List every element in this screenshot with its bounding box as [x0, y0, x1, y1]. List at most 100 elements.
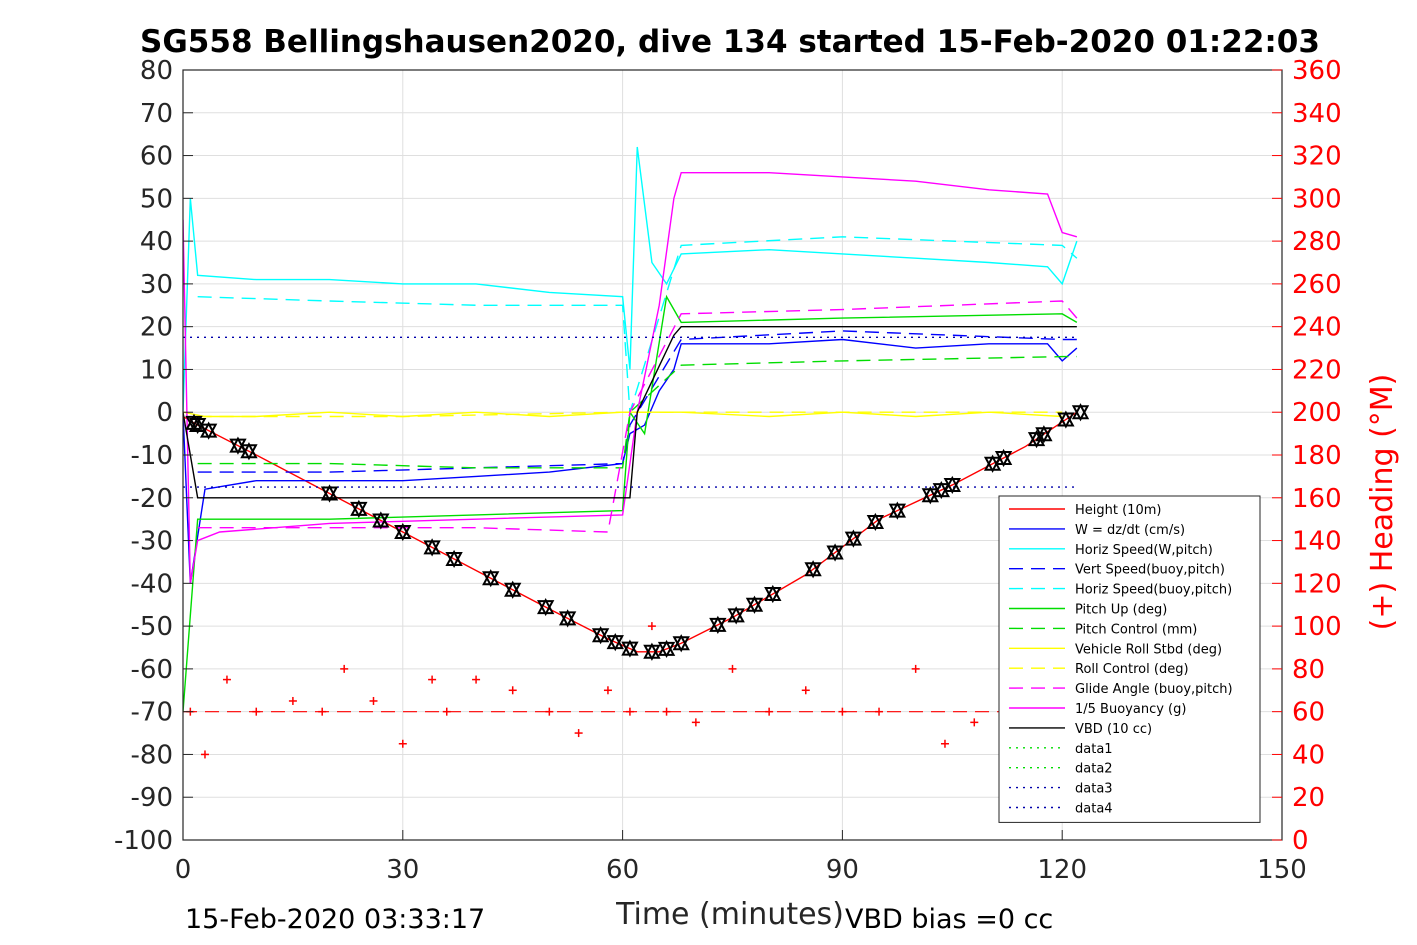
x-tick-label: 120 — [1037, 855, 1087, 885]
left-tick-label: -80 — [131, 740, 173, 770]
heading-point — [691, 718, 700, 727]
left-tick-label: -70 — [131, 698, 173, 728]
right-tick-label: 180 — [1292, 441, 1342, 471]
depth-marker-up — [826, 543, 844, 560]
right-tick-label: 0 — [1292, 826, 1309, 856]
right-tick-label: 20 — [1292, 783, 1325, 813]
right-axis-label: (+) Heading (°M) — [1365, 374, 1400, 631]
depth-marker-up — [643, 642, 661, 659]
depth-marker-up — [558, 609, 577, 626]
right-tick-label: 220 — [1292, 355, 1342, 385]
right-tick-label: 320 — [1292, 142, 1342, 172]
depth-marker-up — [372, 511, 390, 528]
depth-marker-up — [709, 615, 727, 632]
depth-marker-up — [994, 448, 1013, 465]
depth-marker-up — [1027, 430, 1046, 447]
depth-marker-up — [591, 626, 610, 643]
legend-label: Horiz Speed(buoy,pitch) — [1075, 583, 1232, 598]
left-tick-label: 20 — [140, 313, 173, 343]
right-tick-label: 360 — [1292, 56, 1342, 86]
left-tick-label: 50 — [140, 184, 173, 214]
heading-point — [545, 707, 554, 716]
plot-area: 80706050403020100-10-20-30-40-50-60-70-8… — [114, 56, 1342, 885]
heading-point — [911, 664, 920, 673]
depth-marker-up — [1071, 403, 1090, 420]
left-tick-label: -20 — [131, 484, 173, 514]
series-layer — [183, 146, 1090, 759]
left-tick-label: 40 — [140, 227, 173, 257]
depth-marker-up — [445, 549, 463, 566]
left-tick-label: 60 — [140, 142, 173, 172]
depth-marker-up — [185, 413, 203, 430]
legend-label: Vehicle Roll Stbd (deg) — [1075, 642, 1222, 657]
depth-marker-up — [1035, 425, 1053, 442]
series-pitch-control-mm — [197, 355, 1077, 469]
right-tick-label: 260 — [1292, 270, 1342, 300]
depth-marker-up — [621, 639, 639, 656]
depth-marker-up — [888, 501, 907, 518]
chart-title: SG558 Bellingshausen2020, dive 134 start… — [140, 24, 1320, 60]
heading-point — [875, 707, 884, 716]
depth-marker-up — [657, 639, 676, 656]
series-vbd-10-cc — [183, 325, 1077, 499]
left-tick-label: 0 — [156, 398, 173, 428]
right-tick-label: 160 — [1292, 484, 1342, 514]
heading-point — [428, 675, 437, 684]
depth-marker-up — [866, 512, 885, 529]
heading-point — [728, 664, 737, 673]
heading-point — [647, 622, 656, 631]
legend-label: data2 — [1075, 762, 1113, 777]
right-tick-label: 80 — [1292, 655, 1325, 685]
legend-label: Roll Control (deg) — [1075, 662, 1189, 677]
depth-marker-up — [350, 499, 368, 516]
footer-end-time: 15-Feb-2020 03:33:17 — [185, 904, 485, 935]
right-tick-label: 140 — [1292, 527, 1342, 557]
heading-point — [369, 696, 378, 705]
right-tick-label: 120 — [1292, 569, 1342, 599]
depth-marker-up — [764, 584, 782, 602]
right-tick-label: 100 — [1292, 612, 1342, 642]
legend-label: Height (10m) — [1075, 503, 1161, 518]
depth-marker-up — [320, 484, 339, 501]
depth-marker-up — [199, 421, 218, 438]
heading-point — [765, 707, 774, 716]
series-w-dz-dt-cm-s — [183, 338, 1078, 584]
heading-point — [801, 686, 810, 695]
heading-point — [200, 750, 209, 759]
depth-marker-up — [423, 538, 441, 555]
left-tick-label: -100 — [114, 826, 173, 856]
legend: Height (10m) W = dz/dt (cm/s) Horiz Speed(… — [998, 495, 1261, 823]
depth-marker-up — [921, 486, 939, 503]
left-tick-label: -90 — [131, 783, 173, 813]
heading-point — [940, 739, 949, 748]
depth-marker-up — [1057, 410, 1075, 427]
heading-point — [288, 696, 297, 705]
depth-marker-up — [482, 569, 500, 586]
depth-marker-up — [844, 529, 863, 546]
legend-label: data1 — [1075, 742, 1113, 757]
depth-marker-up — [943, 475, 961, 492]
depth-marker-up — [504, 580, 522, 597]
legend-label: data4 — [1075, 802, 1113, 817]
legend-label: Horiz Speed(W,pitch) — [1075, 543, 1213, 558]
legend-label: Pitch Control (mm) — [1075, 622, 1197, 637]
left-tick-label: -10 — [131, 441, 173, 471]
depth-marker-up — [394, 522, 412, 539]
x-tick-label: 150 — [1257, 855, 1307, 885]
right-tick-label: 280 — [1292, 227, 1342, 257]
depth-marker-up — [672, 634, 690, 651]
depth-marker-up — [804, 560, 822, 577]
x-tick-label: 30 — [386, 855, 419, 885]
left-tick-label: -60 — [131, 655, 173, 685]
heading-point — [472, 675, 481, 684]
heading-point — [340, 664, 349, 673]
legend-label: W = dz/dt (cm/s) — [1075, 523, 1185, 538]
right-tick-label: 240 — [1292, 313, 1342, 343]
depth-marker-up — [745, 595, 764, 612]
legend-label: Glide Angle (buoy,pitch) — [1075, 682, 1233, 697]
depth-marker-up — [536, 597, 555, 615]
legend-label: VBD (10 cc) — [1075, 722, 1152, 737]
heading-point — [318, 707, 327, 716]
series-vehicle-roll-stbd-deg — [183, 411, 1063, 418]
